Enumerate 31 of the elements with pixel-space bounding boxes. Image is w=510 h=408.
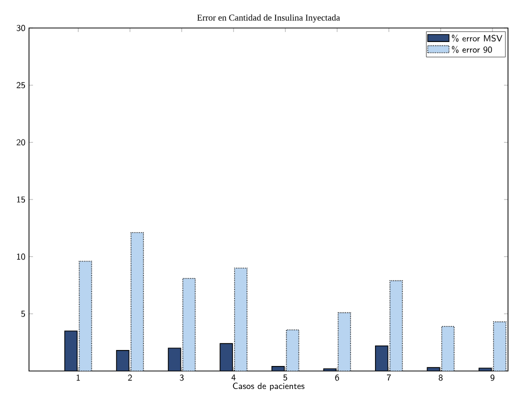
bar	[338, 312, 351, 371]
legend-label: % error MSV	[452, 34, 502, 42]
y-tick-label: 10	[17, 254, 26, 260]
bar	[64, 330, 78, 371]
x-tick-label: 5	[283, 374, 288, 381]
y-tick-label: 25	[16, 82, 26, 88]
y-tick-label: 15	[17, 196, 26, 203]
x-tick-label: 3	[180, 374, 184, 381]
bar	[441, 326, 455, 371]
x-tick-label: 8	[438, 374, 443, 381]
bar	[182, 278, 196, 371]
legend-label: % error 90	[452, 46, 492, 54]
bar	[78, 260, 92, 371]
x-tick-label: 6	[335, 374, 340, 381]
y-tick-label: 20	[16, 139, 26, 146]
y-tick-label: 5	[21, 310, 26, 317]
x-axis-title: Casos de pacientes	[232, 382, 304, 391]
bar	[390, 280, 403, 371]
chart-title: Error en Cantidad de Insulina Inyectada	[197, 14, 340, 23]
bar	[493, 321, 506, 371]
bar	[130, 232, 144, 371]
x-tick-label: 4	[232, 374, 236, 380]
x-tick-label: 9	[490, 374, 494, 381]
bar	[286, 329, 300, 371]
bar	[234, 268, 248, 371]
bar	[168, 348, 182, 371]
y-tick-label: 30	[16, 24, 26, 32]
x-tick-label: 1	[76, 374, 80, 381]
x-tick-label: 2	[128, 374, 132, 381]
bar	[375, 345, 388, 371]
x-tick-label: 7	[386, 374, 391, 380]
